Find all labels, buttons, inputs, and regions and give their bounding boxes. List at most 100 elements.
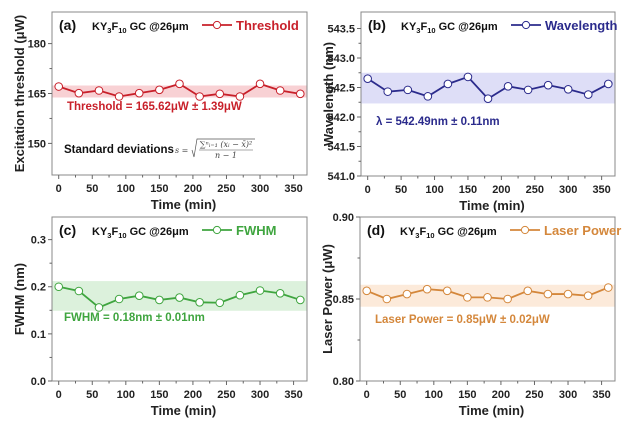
x-tick-label: 250 <box>217 183 235 195</box>
legend-label: Wavelength <box>545 18 618 33</box>
data-point <box>54 282 64 292</box>
x-tick-label: 150 <box>459 184 477 196</box>
data-point <box>563 289 573 299</box>
data-point <box>74 88 84 98</box>
x-tick-label: 300 <box>251 183 269 195</box>
x-tick-label: 250 <box>526 184 544 196</box>
y-tick-label: 165 <box>28 89 46 101</box>
sample-label: KY3F10 GC @26μm <box>92 226 189 240</box>
legend-marker <box>212 20 222 30</box>
formula-label: Standard deviations <box>64 144 174 156</box>
x-tick-label: 150 <box>150 183 168 195</box>
x-tick-label: 300 <box>559 184 577 196</box>
plot-frame <box>51 216 308 382</box>
y-tick-label: 541.0 <box>327 171 355 183</box>
panel-label: (b) <box>368 17 386 33</box>
x-tick-label: 0 <box>365 184 371 196</box>
y-tick-label: 542.5 <box>327 83 355 95</box>
data-point <box>604 79 613 89</box>
data-point <box>423 92 433 101</box>
data-point <box>134 88 144 98</box>
data-point <box>383 87 393 96</box>
stat-annotation: FWHM = 0.18nm ± 0.01nm <box>64 312 205 324</box>
legend-label: Threshold <box>236 18 299 33</box>
data-point <box>94 303 104 312</box>
y-tick-label: 542.0 <box>327 112 355 124</box>
x-tick-label: 200 <box>492 184 510 196</box>
y-tick-label: 0.3 <box>31 235 46 247</box>
data-point <box>523 286 533 296</box>
data-point <box>503 82 513 91</box>
legend-marker <box>212 225 222 235</box>
stat-annotation: Threshold = 165.62μW ± 1.39μW <box>67 101 242 113</box>
data-point <box>74 286 84 296</box>
data-point <box>114 294 124 304</box>
data-point <box>483 293 492 302</box>
x-tick-label: 300 <box>559 389 577 401</box>
x-tick-label: 100 <box>425 184 443 196</box>
y-tick-label: 150 <box>28 138 46 150</box>
data-point <box>463 72 473 82</box>
x-tick-label: 250 <box>217 389 235 401</box>
y-tick-label: 180 <box>28 39 46 51</box>
y-tick-label: 543.5 <box>327 24 355 36</box>
panel-c: 0 50 100 150 200 250 300 350 0.0 0.1 0.2 0.3 Time (m… <box>12 216 308 418</box>
data-point <box>543 80 553 90</box>
sample-label: KY3F10 GC @26μm <box>92 21 189 35</box>
data-point <box>134 291 144 301</box>
formula-lhs: s = <box>175 146 188 155</box>
std-band <box>52 85 307 98</box>
legend-label: FWHM <box>236 223 276 238</box>
sqrt-sign <box>191 138 255 158</box>
data-point <box>583 90 593 99</box>
x-tick-label: 200 <box>184 389 202 401</box>
x-axis-label: Time (min) <box>459 198 525 213</box>
x-tick-label: 150 <box>458 389 476 401</box>
data-point <box>543 289 553 299</box>
data-point <box>54 82 64 91</box>
y-tick-label: 0.85 <box>333 294 354 306</box>
data-point <box>275 86 285 95</box>
x-tick-label: 0 <box>364 389 370 401</box>
data-point <box>362 286 372 296</box>
x-tick-label: 100 <box>117 183 135 195</box>
y-tick-label: 0.1 <box>31 329 46 341</box>
data-point <box>255 286 265 295</box>
y-tick-label: 0.0 <box>31 376 46 388</box>
data-point <box>523 85 533 95</box>
y-axis-label: Wavelength (nm) <box>321 42 336 146</box>
x-tick-label: 50 <box>86 389 98 401</box>
panel-d: 0 50 100 150 200 250 300 350 0.80 0.85 0.90 Time (m… <box>320 212 621 418</box>
legend-marker <box>520 225 530 235</box>
stat-annotation: λ = 542.49nm ± 0.11nm <box>376 116 500 128</box>
x-tick-label: 200 <box>492 389 510 401</box>
x-tick-label: 0 <box>56 183 62 195</box>
data-point <box>235 290 245 300</box>
panel-label: (d) <box>367 222 385 238</box>
data-point <box>363 74 372 83</box>
data-point <box>463 293 472 302</box>
data-point <box>175 79 184 89</box>
data-point <box>403 85 413 95</box>
data-point <box>275 289 285 298</box>
data-point <box>215 298 225 308</box>
data-point <box>155 85 164 95</box>
panel-b: 0 50 100 150 200 250 300 350 541.0 541.5 542.0 542.… <box>321 11 618 213</box>
x-tick-label: 100 <box>425 389 443 401</box>
data-point <box>195 297 204 307</box>
y-axis-label: Laser Power (μW) <box>320 244 335 354</box>
x-tick-label: 50 <box>395 184 407 196</box>
legend-marker <box>521 20 531 30</box>
data-point <box>382 294 392 304</box>
y-tick-label: 541.5 <box>327 142 355 154</box>
x-tick-label: 350 <box>592 184 610 196</box>
data-point <box>483 94 493 104</box>
x-tick-label: 350 <box>592 389 610 401</box>
x-tick-label: 350 <box>284 389 302 401</box>
sample-label: KY3F10 GC @26μm <box>400 226 497 240</box>
data-point <box>563 84 573 94</box>
x-axis-label: Time (min) <box>459 403 525 418</box>
x-tick-label: 250 <box>525 389 543 401</box>
formula-numerator: ∑ⁿᵢ₌₁ (xᵢ − x̄)² <box>200 140 252 149</box>
